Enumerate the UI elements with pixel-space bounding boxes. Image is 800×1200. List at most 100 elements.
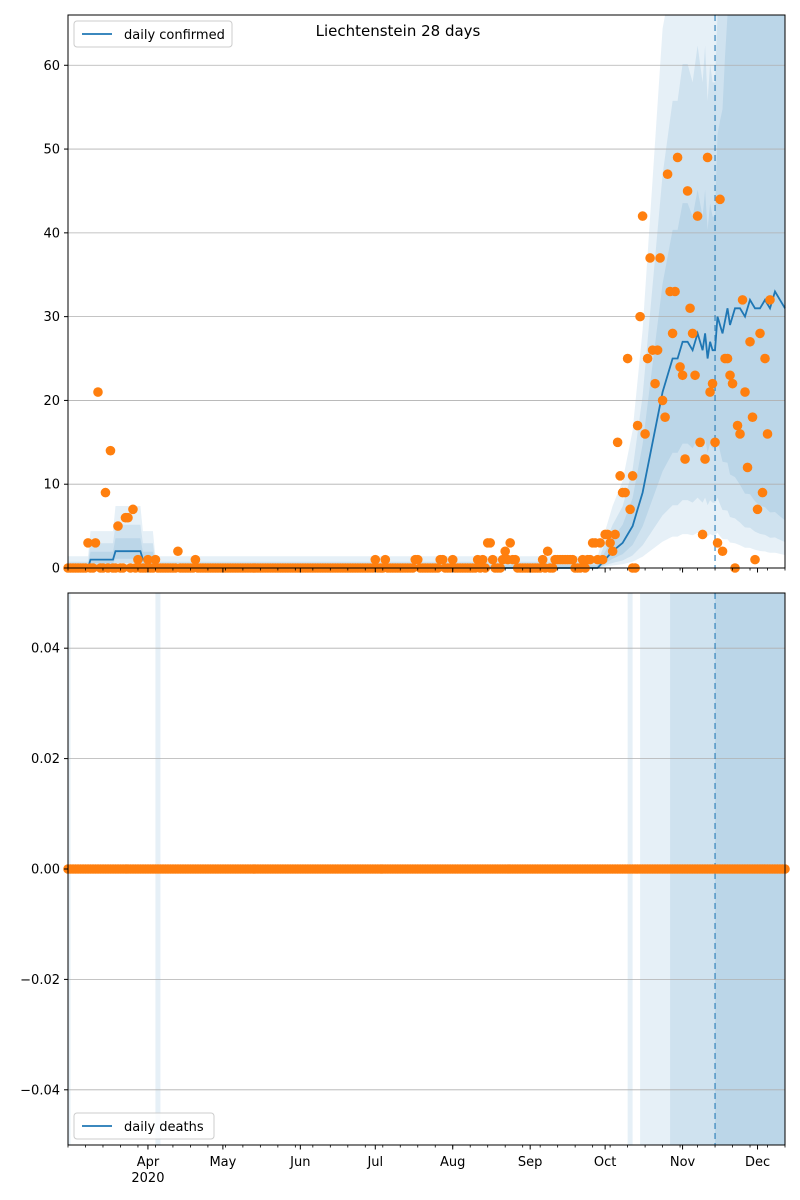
observed-point xyxy=(637,211,648,221)
observed-point xyxy=(143,554,153,565)
deaths-panel: −0.04 −0.02 0.00 0.02 0.04 Apr May Jun Jul Aug Se… xyxy=(20,592,790,1186)
observed-point xyxy=(510,554,520,565)
legend-label-confirmed: daily confirmed xyxy=(124,28,225,43)
observed-point xyxy=(650,378,660,389)
observed-point xyxy=(750,554,760,565)
observed-point xyxy=(752,504,763,515)
observed-point xyxy=(412,554,423,565)
observed-point xyxy=(627,471,638,481)
x-axis-year-label: 2020 xyxy=(131,1171,164,1186)
observed-point xyxy=(100,487,111,498)
observed-point xyxy=(697,529,708,540)
observed-point xyxy=(500,546,510,557)
observed-point xyxy=(370,554,381,565)
x-tick-label-apr: Apr xyxy=(137,1155,160,1170)
uncertainty-band-3 xyxy=(68,15,785,568)
observed-point xyxy=(722,353,733,364)
legend-box xyxy=(73,20,233,48)
observed-point xyxy=(567,554,578,565)
y-tick-label: 20 xyxy=(43,394,60,409)
observed-point xyxy=(173,546,183,557)
legend-box xyxy=(73,1112,215,1140)
observed-point xyxy=(742,462,753,473)
observed-point xyxy=(597,554,608,565)
observed-point xyxy=(610,529,620,540)
observed-point xyxy=(685,303,695,314)
observed-point xyxy=(635,311,645,322)
observed-point xyxy=(660,412,670,422)
x-tick-label-oct: Oct xyxy=(594,1155,616,1170)
observed-point xyxy=(585,554,595,565)
observed-point xyxy=(642,353,653,364)
observed-point xyxy=(695,437,705,448)
observed-point xyxy=(105,445,116,456)
observed-point xyxy=(687,328,698,339)
observed-point xyxy=(542,546,553,557)
observed-point xyxy=(437,554,448,565)
observed-point xyxy=(655,253,665,263)
observed-point xyxy=(672,152,683,163)
x-tick-label-dec: Dec xyxy=(745,1155,770,1170)
y-tick-label: 30 xyxy=(43,310,60,325)
observed-point xyxy=(113,521,123,531)
confirmed-legend: daily confirmed xyxy=(73,20,233,48)
x-tick-label-nov: Nov xyxy=(670,1155,696,1170)
observed-point xyxy=(605,538,615,548)
confirmed-axes-frame xyxy=(67,14,786,569)
observed-point xyxy=(190,554,201,565)
observed-point xyxy=(707,378,718,389)
y-tick-label: 0.00 xyxy=(31,863,60,878)
observed-point xyxy=(715,194,725,205)
chart-title: Liechtenstein 28 days xyxy=(316,22,481,40)
observed-point xyxy=(727,378,738,389)
observed-point xyxy=(607,546,618,557)
y-tick-label: −0.04 xyxy=(20,1083,60,1098)
deaths-legend: daily deaths xyxy=(73,1112,215,1140)
observed-point xyxy=(682,186,693,196)
observed-point xyxy=(725,370,735,381)
observed-point xyxy=(90,538,101,548)
deaths-y-axis: −0.04 −0.02 0.00 0.02 0.04 xyxy=(20,642,68,1098)
y-tick-label: 0 xyxy=(52,562,60,577)
observed-point xyxy=(640,429,650,439)
observed-point xyxy=(732,420,743,431)
x-tick-label-jun: Jun xyxy=(289,1155,310,1170)
x-tick-label-jul: Jul xyxy=(366,1155,383,1170)
legend-label-deaths: daily deaths xyxy=(124,1120,204,1135)
observed-point xyxy=(632,420,643,431)
observed-point xyxy=(710,437,720,448)
observed-point xyxy=(602,529,613,540)
observed-point xyxy=(747,412,758,422)
x-tick-label-aug: Aug xyxy=(440,1155,465,1170)
observed-point xyxy=(150,554,161,565)
observed-point xyxy=(380,554,391,565)
observed-point xyxy=(702,152,713,163)
observed-point xyxy=(667,328,678,339)
observed-point xyxy=(717,546,728,557)
observed-point xyxy=(735,429,745,439)
confirmed-uncertainty-bands xyxy=(68,15,785,568)
observed-point xyxy=(477,554,488,565)
observed-point xyxy=(622,353,633,364)
observed-point xyxy=(692,211,703,221)
observed-point xyxy=(505,538,515,548)
observed-point xyxy=(645,253,655,263)
y-tick-label: 50 xyxy=(43,143,60,158)
observed-point xyxy=(133,554,143,565)
observed-point xyxy=(740,387,750,397)
x-tick-label-may: May xyxy=(209,1155,236,1170)
observed-point xyxy=(537,554,548,565)
confirmed-x-axis xyxy=(67,568,786,573)
observed-point xyxy=(595,538,605,548)
observed-point xyxy=(675,362,685,372)
observed-point xyxy=(447,554,458,565)
observed-point xyxy=(93,387,103,397)
observed-point xyxy=(620,487,630,498)
observed-point xyxy=(625,504,635,515)
observed-point xyxy=(487,554,498,565)
observed-point xyxy=(737,295,748,305)
observed-point xyxy=(745,336,755,347)
observed-point xyxy=(680,454,690,464)
